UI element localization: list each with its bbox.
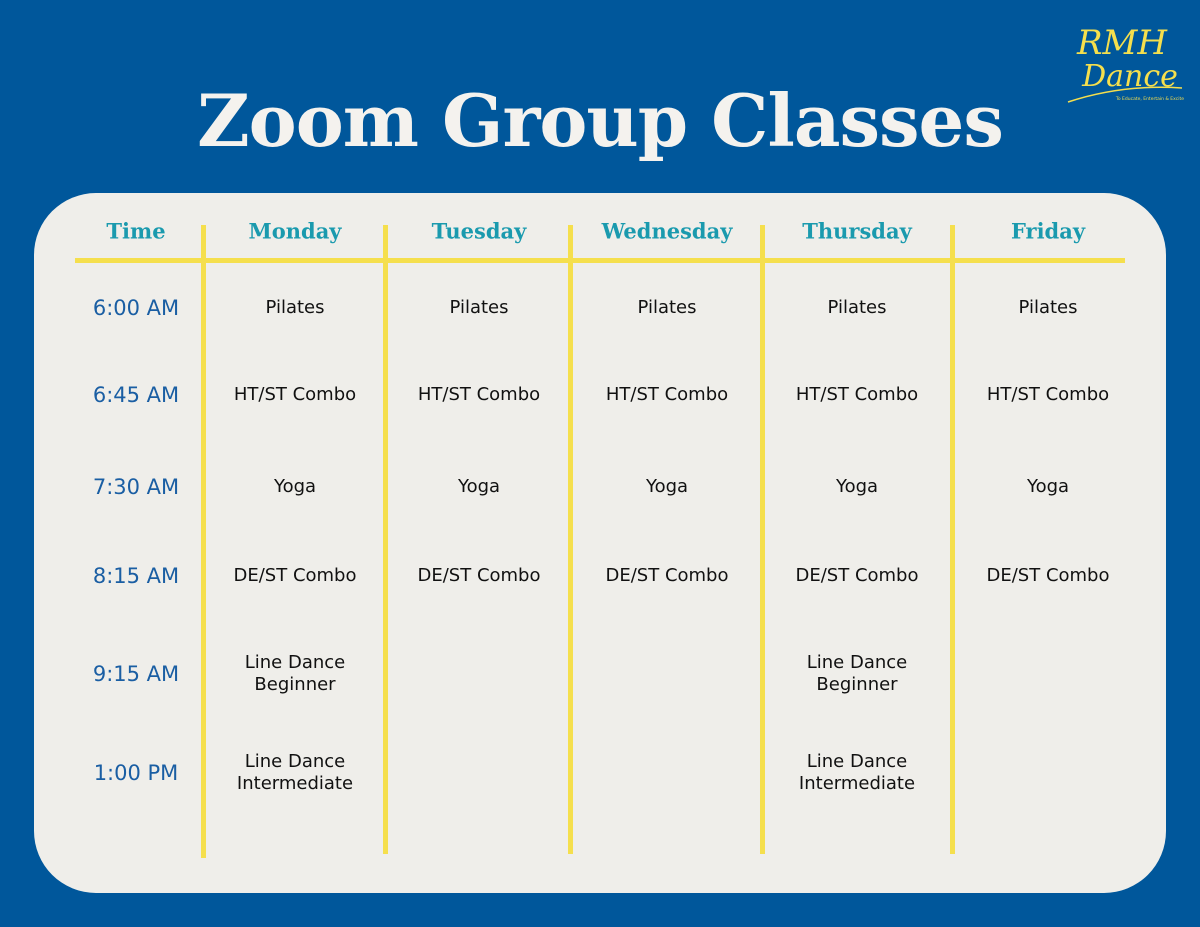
column-header-time: Time bbox=[106, 218, 166, 244]
class-cell: HT/ST Combo bbox=[605, 384, 729, 405]
header-divider bbox=[75, 258, 1125, 263]
column-divider bbox=[568, 225, 573, 854]
time-label: 8:15 AM bbox=[92, 564, 180, 588]
class-cell: Pilates bbox=[637, 297, 697, 318]
class-cell: HT/ST Combo bbox=[795, 384, 919, 405]
time-label: 9:15 AM bbox=[92, 662, 180, 686]
time-label: 6:45 AM bbox=[92, 383, 180, 407]
class-cell: Yoga bbox=[1026, 476, 1070, 497]
schedule-card bbox=[34, 193, 1166, 893]
class-cell: HT/ST Combo bbox=[233, 384, 357, 405]
column-divider bbox=[760, 225, 765, 854]
class-cell: Pilates bbox=[1018, 297, 1078, 318]
class-cell: Yoga bbox=[645, 476, 689, 497]
class-cell: Line Dance Beginner bbox=[244, 652, 346, 695]
class-cell: DE/ST Combo bbox=[986, 565, 1110, 586]
time-label: 7:30 AM bbox=[92, 475, 180, 499]
column-header-wednesday: Wednesday bbox=[601, 218, 733, 244]
class-cell: DE/ST Combo bbox=[605, 565, 729, 586]
column-header-thursday: Thursday bbox=[802, 218, 912, 244]
class-cell: DE/ST Combo bbox=[417, 565, 541, 586]
time-label: 1:00 PM bbox=[93, 761, 179, 785]
column-header-friday: Friday bbox=[1010, 218, 1086, 244]
class-cell: HT/ST Combo bbox=[986, 384, 1110, 405]
class-cell: Yoga bbox=[835, 476, 879, 497]
class-cell: Line Dance Intermediate bbox=[236, 751, 354, 794]
class-cell: Yoga bbox=[273, 476, 317, 497]
column-divider bbox=[383, 225, 388, 854]
column-divider bbox=[950, 225, 955, 854]
column-divider bbox=[201, 225, 206, 858]
time-label: 6:00 AM bbox=[92, 296, 180, 320]
class-cell: Pilates bbox=[265, 297, 325, 318]
class-cell: Yoga bbox=[457, 476, 501, 497]
column-header-tuesday: Tuesday bbox=[431, 218, 527, 244]
class-cell: Pilates bbox=[827, 297, 887, 318]
logo-line1: RMH bbox=[1076, 23, 1168, 63]
class-cell: Pilates bbox=[449, 297, 509, 318]
column-header-monday: Monday bbox=[248, 218, 342, 244]
class-cell: DE/ST Combo bbox=[233, 565, 357, 586]
class-cell: DE/ST Combo bbox=[795, 565, 919, 586]
page-title: Zoom Group Classes bbox=[197, 78, 1004, 163]
class-cell: HT/ST Combo bbox=[417, 384, 541, 405]
class-cell: Line Dance Beginner bbox=[806, 652, 908, 695]
logo-tagline: To Educate, Entertain & Excite bbox=[1115, 96, 1184, 102]
rmh-dance-logo: RMH Dance To Educate, Entertain & Excite bbox=[1067, 23, 1184, 103]
class-cell: Line Dance Intermediate bbox=[798, 751, 916, 794]
